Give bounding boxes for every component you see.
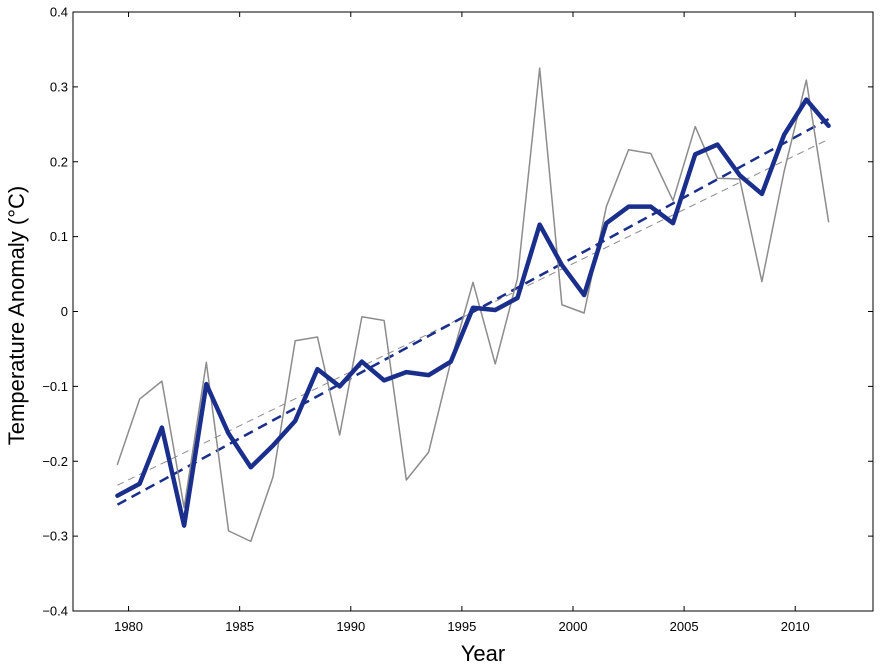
y-tick-label: 0.2: [50, 154, 68, 169]
tick-layer: 1980 1985 1990 1995 2000 2005 2010 −0.4 −0.3 −0.2…: [42, 5, 873, 634]
series-line-thin-gray: [116, 67, 830, 543]
x-tick-label: 1980: [114, 619, 143, 634]
y-axis-title: Temperature Anomaly (°C): [4, 186, 29, 445]
y-tick-label: 0.1: [50, 229, 68, 244]
x-tick-label: 1990: [336, 619, 365, 634]
y-tick-label: −0.3: [42, 529, 68, 544]
series-line-thick-blue: [115, 97, 831, 528]
y-tick-label: 0.3: [50, 79, 68, 94]
series-layer: [115, 67, 831, 543]
x-tick-label: 1995: [447, 619, 476, 634]
y-tick-label: −0.1: [42, 379, 68, 394]
x-tick-label: 1985: [225, 619, 254, 634]
y-tick-label: 0.4: [50, 5, 68, 20]
x-tick-label: 2010: [781, 619, 810, 634]
x-axis-title: Year: [461, 641, 505, 666]
x-tick-label: 2000: [559, 619, 588, 634]
y-tick-label: −0.4: [42, 604, 68, 619]
y-tick-label: −0.2: [42, 454, 68, 469]
y-tick-label: 0: [61, 304, 68, 319]
x-tick-label: 2005: [670, 619, 699, 634]
